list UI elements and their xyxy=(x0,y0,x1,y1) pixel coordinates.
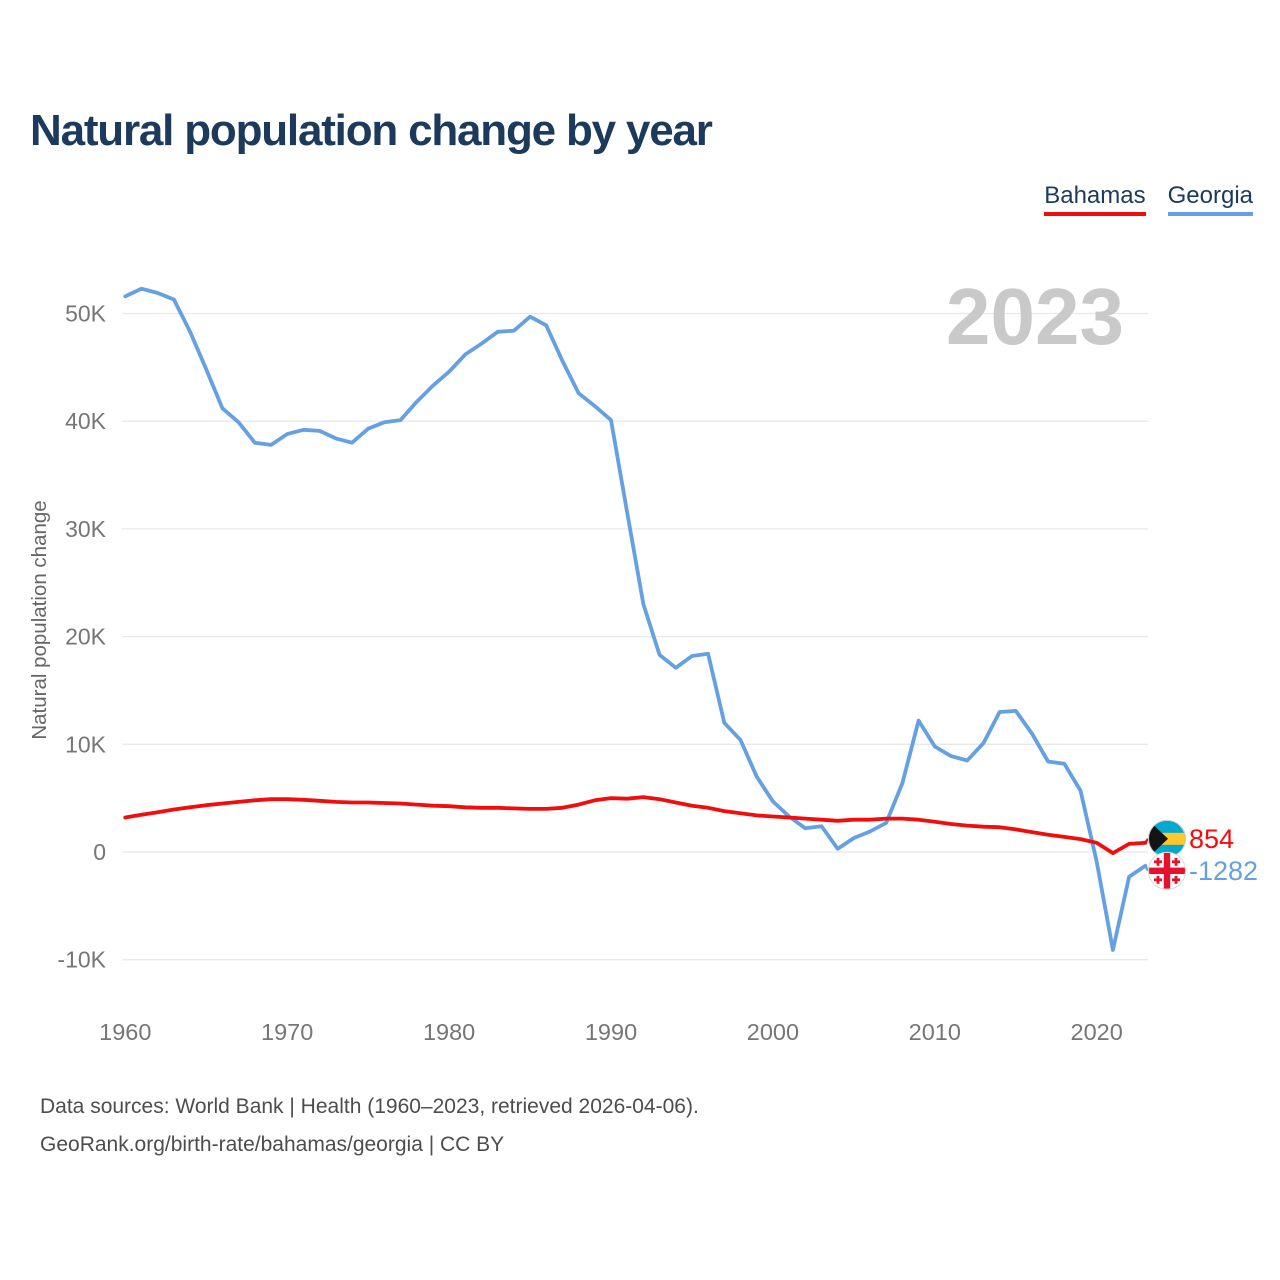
watermark-year: 2023 xyxy=(946,272,1124,361)
x-tick-label: 1960 xyxy=(99,1019,151,1045)
end-label-connector xyxy=(1144,865,1150,872)
georgia-flag-icon xyxy=(1147,851,1187,890)
x-tick-label: 2020 xyxy=(1071,1019,1123,1045)
x-tick-label: 2010 xyxy=(909,1019,961,1045)
x-tick-label: 2000 xyxy=(747,1019,799,1045)
y-axis-title: Natural population change xyxy=(28,500,51,739)
bahamas-flag-icon xyxy=(1147,819,1187,858)
y-tick-label: 20K xyxy=(65,624,107,650)
y-tick-label: 40K xyxy=(65,408,107,434)
x-tick-label: 1990 xyxy=(585,1019,637,1045)
legend-item-bahamas[interactable]: Bahamas xyxy=(1044,182,1146,217)
legend: Bahamas Georgia xyxy=(1044,182,1253,217)
page-title: Natural population change by year xyxy=(30,106,713,155)
footer-attribution-line: GeoRank.org/birth-rate/bahamas/georgia |… xyxy=(40,1133,505,1156)
bahamas-end-value: 854 xyxy=(1189,824,1234,854)
georgia-line[interactable] xyxy=(123,286,1148,952)
x-tick-label: 1970 xyxy=(261,1019,313,1045)
y-tick-label: 10K xyxy=(65,731,107,757)
bahamas-line[interactable] xyxy=(123,795,1148,855)
legend-item-georgia[interactable]: Georgia xyxy=(1167,182,1253,217)
footer: Data sources: World Bank | Health (1960–… xyxy=(40,1088,699,1164)
y-tick-label: -10K xyxy=(57,947,106,973)
footer-sources-line: Data sources: World Bank | Health (1960–… xyxy=(40,1095,699,1118)
end-label-connector xyxy=(1144,838,1149,844)
x-tick-label: 1980 xyxy=(423,1019,475,1045)
y-tick-label: 50K xyxy=(65,301,107,327)
y-tick-label: 0 xyxy=(93,839,106,865)
y-tick-label: 30K xyxy=(65,516,107,542)
georgia-end-value: -1282 xyxy=(1189,856,1258,886)
